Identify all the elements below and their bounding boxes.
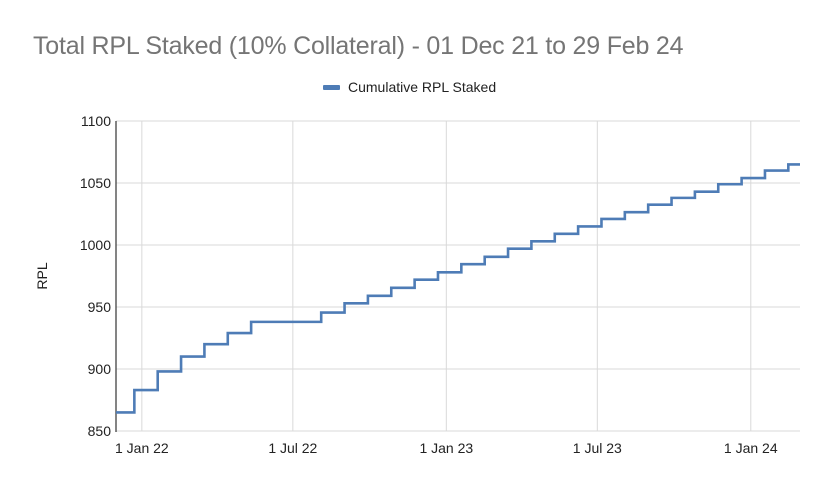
x-axis-ticks: 1 Jan 22 1 Jul 22 1 Jan 23 1 Jul 23 1 Jan 24 (115, 440, 778, 456)
x-tick-label: 1 Jul 23 (573, 440, 622, 456)
y-tick-label: 950 (88, 299, 112, 315)
y-axis-title: RPL (34, 262, 50, 289)
legend-label: Cumulative RPL Staked (348, 79, 497, 95)
x-tick-label: 1 Jan 24 (724, 440, 778, 456)
legend-swatch-icon (323, 84, 340, 90)
y-tick-label: 1000 (80, 237, 111, 253)
y-axis-ticks: 850 900 950 1000 1050 1100 (80, 113, 111, 439)
y-tick-label: 1100 (81, 113, 111, 129)
y-tick-label: 850 (88, 423, 112, 439)
series-line-cumulative-rpl (116, 163, 800, 414)
x-tick-label: 1 Jan 23 (419, 440, 473, 456)
x-tick-label: 1 Jan 22 (115, 440, 169, 456)
y-tick-label: 1050 (80, 175, 111, 191)
y-tick-label: 900 (88, 361, 112, 377)
gridlines (116, 120, 800, 432)
chart-title: Total RPL Staked (10% Collateral) - 01 D… (33, 32, 684, 60)
legend: Cumulative RPL Staked (323, 79, 496, 95)
x-tick-label: 1 Jul 22 (268, 440, 317, 456)
